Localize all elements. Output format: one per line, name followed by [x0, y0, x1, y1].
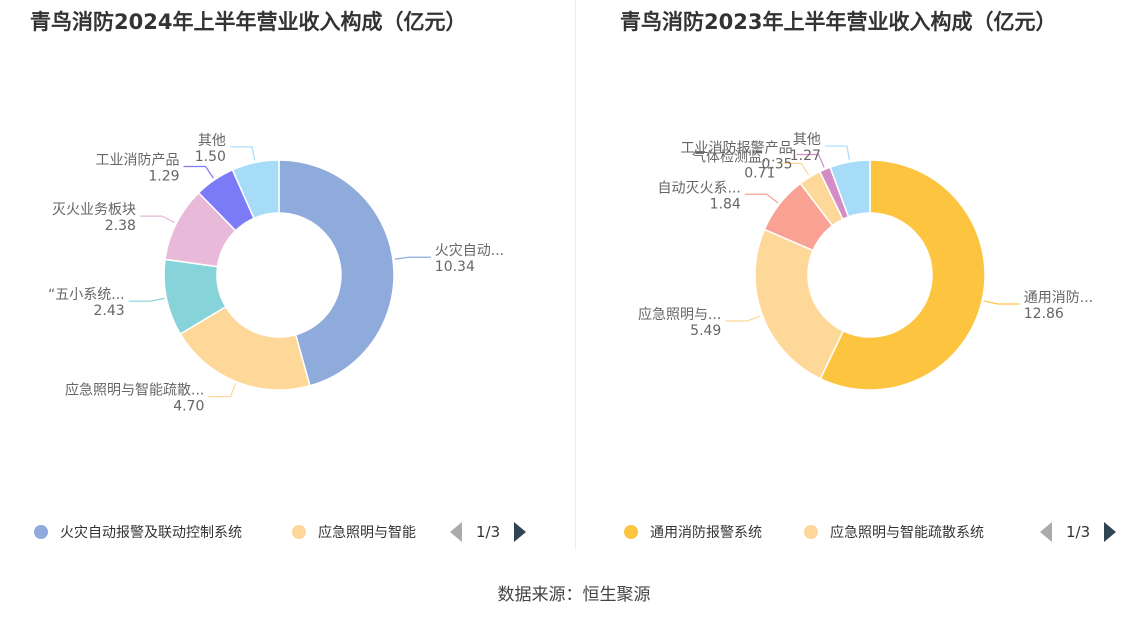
legend-label: 火灾自动报警及联动控制系统	[60, 525, 242, 541]
slice-label: 其他	[793, 132, 821, 148]
leader-line	[796, 153, 825, 168]
leader-line	[725, 315, 761, 322]
slice-value: 2.38	[105, 218, 136, 234]
slice-label: 工业消防报警产品	[681, 141, 793, 157]
slice-label: 灭火业务板块	[52, 202, 136, 218]
legend: 通用消防报警系统 应急照明与智能疏散系统 1/3	[576, 519, 1148, 545]
slice-value: 2.43	[93, 303, 124, 319]
legend-dot	[292, 525, 306, 539]
leader-line	[983, 300, 1020, 305]
slice-value: 1.84	[710, 196, 741, 212]
chart-panel-2024: 青鸟消防2024年上半年营业收入构成（亿元） 火灾自动... 10.34 应急照明与…	[0, 0, 574, 560]
chart-panel-2023: 青鸟消防2023年上半年营业收入构成（亿元） 通用消防... 12.86 应急照明与…	[576, 0, 1148, 560]
legend-pager: 1/3	[1040, 522, 1117, 542]
legend-dot	[804, 525, 818, 539]
donut-slice[interactable]	[278, 159, 395, 387]
slice-label: 其他	[198, 133, 226, 149]
arrow-right-icon[interactable]	[1104, 522, 1117, 542]
legend-label: 应急照明与智能疏散系统	[830, 525, 984, 541]
leader-line	[139, 215, 175, 223]
slice-value: 0.71	[744, 165, 775, 181]
donut-slice[interactable]	[754, 228, 845, 380]
leader-line	[128, 297, 165, 302]
slice-label: 火灾自动...	[435, 242, 504, 259]
leader-line	[229, 146, 256, 161]
arrow-left-icon[interactable]	[450, 522, 462, 542]
slice-label: 气体检测监...	[692, 149, 775, 165]
slice-value: 1.50	[195, 149, 226, 165]
pager-text: 1/3	[1066, 523, 1091, 541]
slice-value: 0.35	[761, 157, 792, 173]
arrow-right-icon[interactable]	[514, 522, 527, 542]
leader-line	[208, 383, 237, 398]
leader-line	[744, 193, 779, 204]
slice-value: 12.86	[1024, 306, 1064, 322]
legend-item[interactable]: 应急照明与智能	[292, 519, 416, 545]
slice-label: “五小系统...	[48, 287, 125, 303]
leader-line	[824, 145, 850, 160]
chart-title: 青鸟消防2024年上半年营业收入构成（亿元）	[30, 10, 467, 34]
legend-item[interactable]: 火灾自动报警及联动控制系统	[34, 519, 242, 545]
data-source: 数据来源：恒生聚源	[497, 585, 651, 605]
leader-line	[779, 162, 810, 176]
legend: 火灾自动报警及联动控制系统 应急照明与智能 1/3	[0, 519, 574, 545]
slice-label: 应急照明与智能疏散...	[65, 382, 204, 399]
donut-slice[interactable]	[829, 159, 871, 218]
slice-label: 工业消防产品	[96, 153, 180, 169]
pager-text: 1/3	[476, 523, 501, 541]
slice-value: 1.29	[148, 169, 179, 185]
slice-value: 1.27	[790, 148, 821, 164]
legend-dot	[624, 525, 638, 539]
slice-value: 5.49	[690, 323, 721, 339]
slice-value: 4.70	[173, 399, 204, 415]
legend-dot	[34, 525, 48, 539]
chart-title: 青鸟消防2023年上半年营业收入构成（亿元）	[620, 10, 1057, 34]
legend-pager: 1/3	[450, 522, 527, 542]
leader-line	[394, 256, 431, 260]
slice-label: 应急照明与...	[638, 306, 721, 323]
donut-slice[interactable]	[231, 159, 280, 220]
legend-item[interactable]: 通用消防报警系统	[624, 519, 762, 545]
leader-line	[183, 165, 214, 179]
legend-item[interactable]: 应急照明与智能疏散系统	[804, 519, 984, 545]
donut-chart-2024: 火灾自动...10.34 应急照明与智能疏散...4.70 “五小系统...2.43…	[48, 133, 504, 415]
divider	[575, 0, 576, 550]
donut-chart-2023: 通用消防...12.86 应急照明与...5.49 自动灭火系...1.84 气体检测…	[638, 132, 1093, 391]
donut-slice[interactable]	[819, 159, 986, 391]
legend-label: 应急照明与智能	[318, 525, 416, 541]
slice-value: 10.34	[435, 259, 475, 275]
arrow-left-icon[interactable]	[1040, 522, 1052, 542]
slice-label: 通用消防...	[1024, 290, 1093, 306]
slice-label: 自动灭火系...	[657, 180, 740, 196]
legend-label: 通用消防报警系统	[650, 525, 762, 541]
